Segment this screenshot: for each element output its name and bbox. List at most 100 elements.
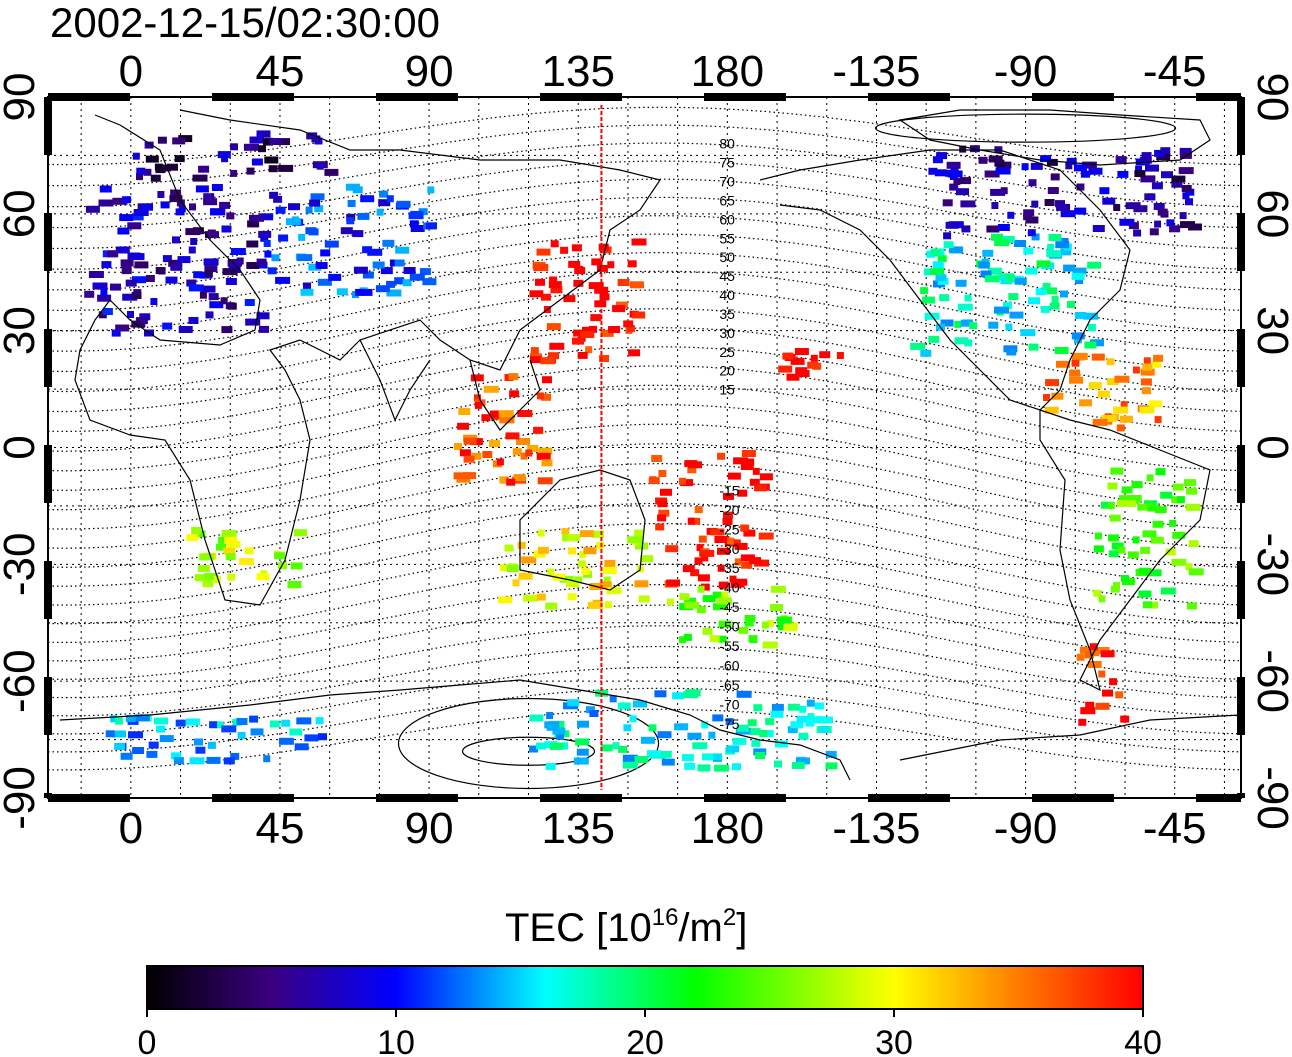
tec-cell [598, 243, 609, 251]
tec-cell [1072, 352, 1087, 360]
contour-label: -65 [719, 677, 739, 693]
tec-cell [818, 716, 833, 724]
tec-label-unit-exponent: 2 [722, 904, 737, 931]
tec-cell [470, 374, 484, 382]
tec-cell [577, 351, 588, 359]
tec-cell [1153, 203, 1165, 210]
tec-cell [1132, 536, 1140, 544]
tec-cell [318, 733, 327, 741]
tec-cell [224, 536, 238, 544]
tec-cell [457, 422, 470, 430]
tec-cell [752, 467, 760, 475]
tec-cell [305, 206, 313, 214]
tec-cell [263, 755, 271, 763]
tec-cell [994, 239, 1010, 247]
tec-cell [991, 202, 999, 209]
longitude-tick-label: -45 [1143, 47, 1207, 96]
tec-cell [115, 324, 130, 332]
tec-cell [267, 267, 277, 275]
tec-cell [959, 145, 967, 153]
longitude-tick-label: -135 [832, 47, 920, 96]
tec-cell [1093, 545, 1104, 553]
tec-cell [774, 740, 788, 748]
tec-cell [939, 294, 950, 302]
tec-cell [545, 763, 556, 771]
tec-cell [1056, 360, 1070, 368]
tec-cell [574, 576, 583, 584]
tec-cell [160, 201, 170, 209]
tec-cell [723, 511, 733, 519]
tec-cell [634, 529, 644, 537]
tec-cell [454, 443, 462, 450]
tec-cell [419, 268, 431, 276]
tec-cell [453, 472, 467, 480]
tec-cell [753, 748, 767, 756]
tec-cell [778, 365, 793, 373]
tec-cell [1117, 170, 1129, 178]
tec-cell [1143, 357, 1151, 365]
tec-cell [169, 195, 183, 203]
tec-cell [159, 735, 174, 743]
tec-cell [657, 731, 672, 739]
tec-cell [575, 738, 590, 746]
tec-cell [798, 732, 809, 740]
tec-cell [1118, 546, 1126, 554]
colorbar-tick-label: 20 [626, 1024, 664, 1057]
tec-cell [538, 447, 553, 455]
tec-cell [723, 492, 734, 500]
bottom-longitude-ticks: 0 45 90 135 180 -135 -90 -45 [119, 804, 1207, 853]
tec-cell [271, 254, 280, 262]
tec-cell [957, 303, 973, 311]
tec-cell [246, 167, 255, 175]
contour-label: -55 [719, 638, 739, 654]
tec-cell [1027, 229, 1036, 237]
tec-cell [799, 705, 807, 713]
tec-cell [761, 621, 769, 629]
tec-cell [1079, 399, 1093, 407]
tec-cell [713, 753, 723, 761]
tec-cell [1188, 540, 1199, 548]
tec-cell [536, 742, 547, 750]
tec-cell [314, 205, 324, 213]
tec-cell [275, 276, 291, 284]
tec-cell [347, 200, 356, 207]
tec-cell [576, 265, 584, 273]
tec-cell [221, 225, 232, 233]
colorbar-ticks: 0 10 20 30 40 [138, 1009, 1162, 1057]
tec-cell [102, 308, 113, 315]
tec-cell [1051, 392, 1064, 400]
tec-cell [542, 376, 552, 384]
tec-heatmap [84, 130, 1204, 772]
tec-cell [805, 719, 815, 727]
tec-cell [225, 553, 236, 561]
tec-cell [362, 288, 373, 296]
tec-cell [825, 762, 838, 770]
tec-cell [712, 714, 724, 722]
tec-cell [749, 636, 758, 644]
tec-cell [1063, 264, 1076, 272]
tec-cell [648, 724, 657, 732]
tec-cell [585, 706, 595, 714]
tec-cell [736, 690, 752, 698]
tec-cell [687, 517, 695, 525]
tec-cell [136, 173, 143, 181]
tec-cell [402, 279, 412, 287]
tec-cell [226, 540, 241, 548]
tec-cell [513, 474, 526, 482]
tec-cell [679, 477, 686, 485]
tec-cell [1185, 188, 1195, 196]
tec-cell [463, 455, 475, 463]
tec-cell [783, 624, 798, 632]
tec-cell [770, 585, 786, 593]
tec-cell [1075, 277, 1084, 285]
tec-cell [99, 185, 112, 193]
tec-cell [1023, 247, 1034, 255]
tec-cell [1185, 503, 1201, 511]
tec-cell [687, 466, 697, 474]
tec-cell [932, 156, 943, 164]
tec-cell [640, 555, 654, 563]
tec-cell [795, 370, 810, 377]
tec-cell [680, 479, 694, 487]
tec-cell [1116, 424, 1125, 432]
